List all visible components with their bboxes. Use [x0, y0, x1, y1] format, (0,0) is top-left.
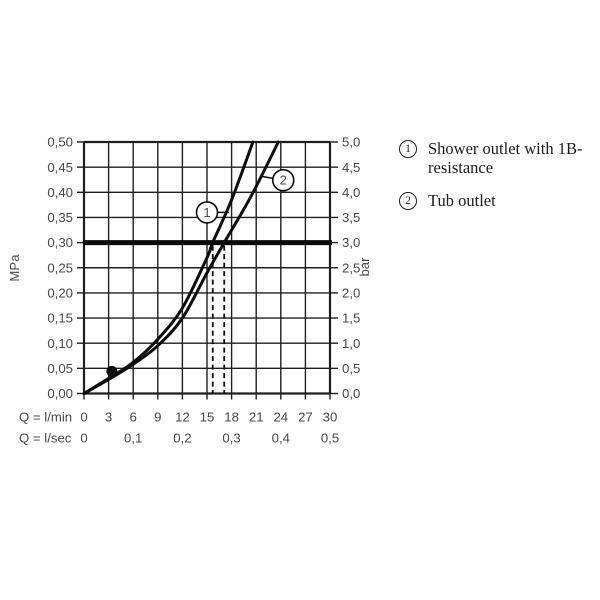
ytick-left-label: 0,40: [47, 185, 73, 200]
xtick-lmin-label: 9: [154, 410, 161, 425]
xtick-lsec-label: 0,3: [222, 431, 240, 446]
ytick-right-label: 4,0: [342, 185, 360, 200]
legend-label-shower: Shower outlet with 1B-resistance: [428, 139, 583, 178]
curve-label-circle-1: [195, 201, 219, 224]
xtick-lmin-label: 18: [224, 410, 239, 425]
y-axis-label-bar: bar: [357, 257, 372, 277]
xtick-lmin-label: 0: [80, 410, 87, 425]
ytick-left-label: 0,00: [47, 386, 73, 401]
ytick-right-label: 4,5: [342, 160, 360, 175]
legend-number-circle-1: 1: [399, 140, 417, 158]
ytick-right-label: 3,0: [342, 235, 360, 250]
xtick-lmin-label: 15: [200, 410, 215, 425]
ytick-right-label: 0,0: [342, 386, 360, 401]
xtick-lmin-label: 6: [130, 410, 137, 425]
xtick-lsec-label: 0,4: [272, 431, 290, 446]
ytick-left-label: 0,35: [47, 210, 73, 225]
xtick-lsec-label: 0,2: [173, 431, 191, 446]
ytick-left-label: 0,05: [47, 361, 73, 376]
xtick-lmin-label: 3: [105, 410, 112, 425]
x-axis-label-lmin: Q = l/min: [19, 410, 72, 425]
xtick-lmin-label: 24: [273, 410, 288, 425]
legend-item-tub: 2 Tub outlet: [399, 191, 600, 210]
ytick-right-label: 0,5: [342, 361, 360, 376]
ytick-left-label: 0,45: [47, 160, 73, 175]
xtick-lmin-label: 27: [298, 410, 313, 425]
xtick-lmin-label: 30: [323, 410, 338, 425]
xtick-lmin-label: 12: [175, 410, 190, 425]
xtick-lsec-label: 0: [80, 431, 87, 446]
legend-label-tub: Tub outlet: [428, 190, 496, 210]
xtick-lmin-label: 21: [249, 410, 264, 425]
ytick-right-label: 2,5: [342, 260, 360, 275]
xtick-lsec-label: 0,5: [321, 431, 339, 446]
ytick-left-label: 0,25: [47, 260, 73, 275]
legend-item-shower: 1 Shower outlet with 1B-resistance: [399, 139, 600, 178]
ytick-left-label: 0,30: [47, 235, 73, 250]
legend-number-circle-2: 2: [399, 191, 417, 210]
ytick-right-label: 1,5: [342, 311, 360, 326]
ytick-left-label: 0,50: [47, 135, 73, 150]
curve-label-text-1: 1: [203, 205, 210, 220]
ytick-left-label: 0,10: [47, 336, 73, 351]
ytick-right-label: 1,0: [342, 336, 360, 351]
curve-label-text-2: 2: [280, 173, 287, 188]
ytick-right-label: 5,0: [342, 135, 360, 150]
xtick-lsec-label: 0,1: [124, 431, 142, 446]
y-axis-label-mpa: MPa: [7, 254, 22, 282]
ytick-left-label: 0,15: [47, 311, 73, 326]
ytick-right-label: 3,5: [342, 210, 360, 225]
ytick-left-label: 0,20: [47, 286, 73, 301]
legend: 1 Shower outlet with 1B-resistance 2 Tub…: [399, 139, 600, 210]
curve-dot-marker: [106, 365, 118, 377]
x-axis-label-lsec: Q = l/sec: [19, 431, 72, 446]
curve-label-circle-2: [271, 168, 295, 192]
ytick-right-label: 2,0: [342, 286, 360, 301]
